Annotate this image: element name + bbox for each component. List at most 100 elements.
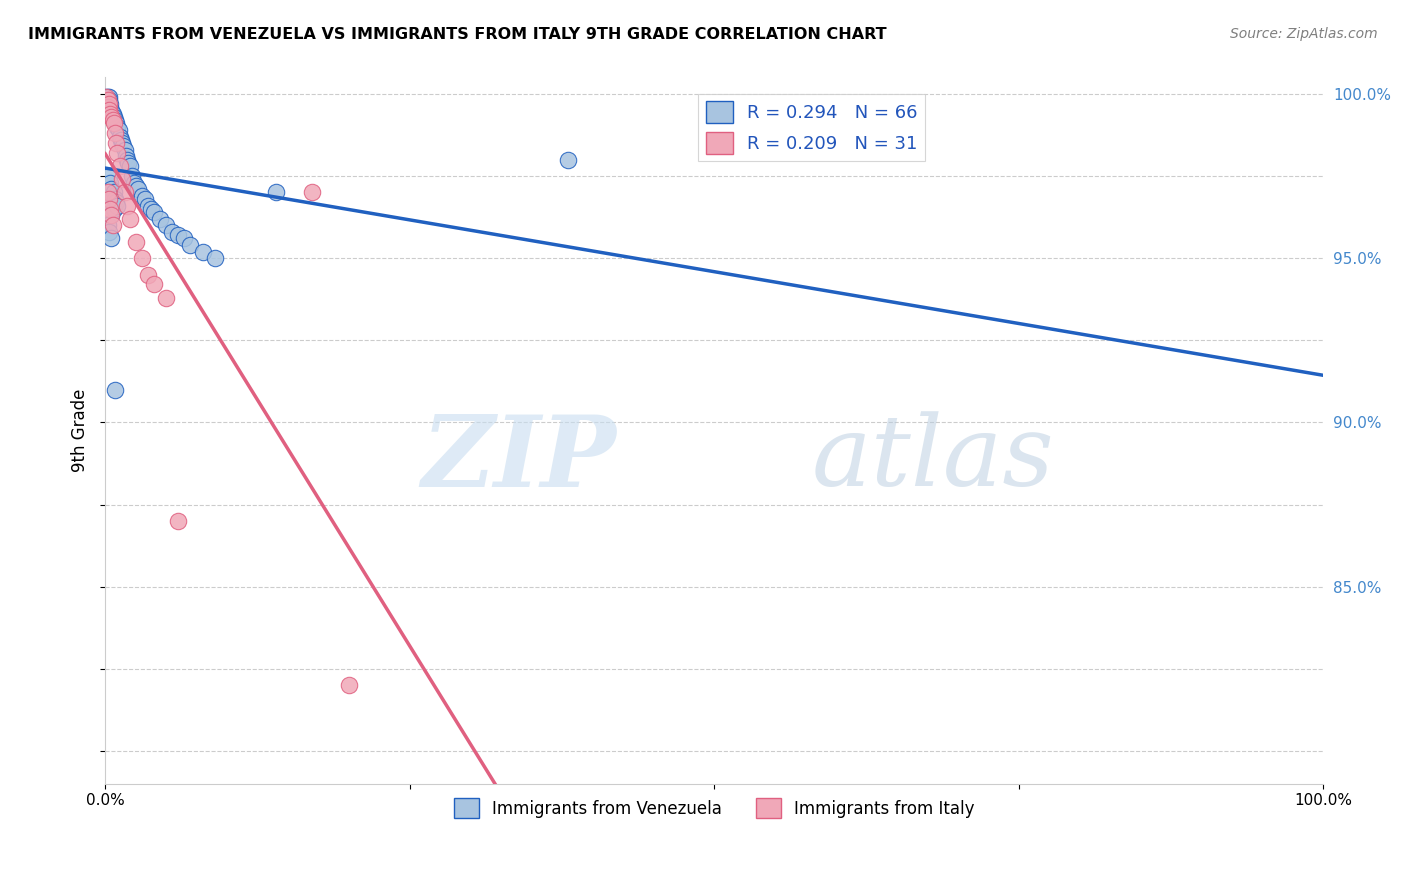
Point [97,96,120,111]
Point [97,169,120,183]
Point [107,123,129,137]
Point [167,228,190,243]
Point [101,113,124,128]
Point [114,186,136,200]
Text: IMMIGRANTS FROM VENEZUELA VS IMMIGRANTS FROM ITALY 9TH GRADE CORRELATION CHART: IMMIGRANTS FROM VENEZUELA VS IMMIGRANTS … [28,27,887,42]
Point [100,208,122,222]
Point [115,149,138,163]
Text: Source: ZipAtlas.com: Source: ZipAtlas.com [1230,27,1378,41]
Point [97,198,120,212]
Point [264,186,287,200]
Point [103,116,125,130]
Point [98,176,121,190]
Point [96,96,118,111]
Point [136,268,159,282]
Point [97,192,120,206]
Point [97,96,120,111]
Point [115,198,138,212]
Point [141,202,163,216]
Point [118,159,141,173]
Point [97,100,120,114]
Point [115,153,138,167]
Point [118,211,141,226]
Point [98,96,121,111]
Point [97,192,120,206]
Text: ZIP: ZIP [422,410,617,507]
Point [111,172,134,186]
Point [100,208,122,222]
Point [167,514,190,528]
Point [127,182,149,196]
Point [104,113,127,128]
Point [105,120,128,134]
Y-axis label: 9th Grade: 9th Grade [72,389,89,472]
Point [97,100,120,114]
Point [173,231,195,245]
Point [97,100,120,114]
Point [105,195,128,210]
Point [149,211,172,226]
Point [97,90,120,104]
Point [97,90,120,104]
Point [100,182,122,196]
Point [97,219,120,233]
Point [105,136,128,150]
Point [124,176,146,190]
Point [155,291,177,305]
Point [111,136,134,150]
Point [124,178,146,193]
Point [155,219,177,233]
Point [191,244,214,259]
Point [136,198,159,212]
Point [142,277,165,292]
Point [96,90,118,104]
Point [101,106,124,120]
Point [97,94,120,108]
Point [114,143,136,157]
Point [103,186,125,200]
Point [98,106,121,120]
Point [105,116,128,130]
Point [105,198,128,212]
Point [96,96,118,111]
Point [179,238,201,252]
Legend: Immigrants from Venezuela, Immigrants from Italy: Immigrants from Venezuela, Immigrants fr… [447,791,981,825]
Point [112,139,135,153]
Point [98,106,121,120]
Point [98,202,121,216]
Point [124,235,146,249]
Point [104,383,127,397]
Point [117,156,139,170]
Point [108,159,131,173]
Text: atlas: atlas [811,411,1054,507]
Point [557,153,579,167]
Point [108,129,131,144]
Point [100,103,122,118]
Point [97,186,120,200]
Point [131,188,153,202]
Point [97,225,120,239]
Point [337,678,360,692]
Point [97,94,120,108]
Point [103,110,125,124]
Point [105,146,128,161]
Point [96,103,118,118]
Point [97,103,120,118]
Point [101,188,124,202]
Point [97,94,120,108]
Point [104,192,127,206]
Point [204,251,226,265]
Point [142,205,165,219]
Point [121,169,143,183]
Point [101,219,124,233]
Point [96,90,118,104]
Point [104,126,127,140]
Point [100,231,122,245]
Point [97,192,120,206]
Point [301,186,323,200]
Point [134,192,156,206]
Point [97,106,120,120]
Point [160,225,183,239]
Point [110,133,132,147]
Point [131,251,153,265]
